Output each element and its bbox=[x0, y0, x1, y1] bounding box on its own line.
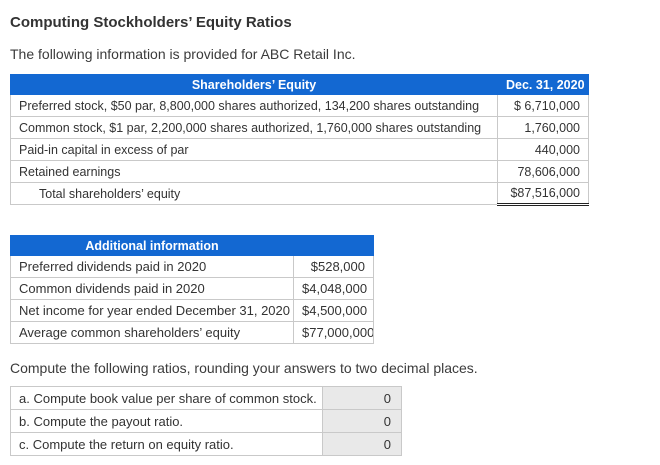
answer-question-c: c. Compute the return on equity ratio. bbox=[10, 432, 323, 456]
page-title: Computing Stockholders’ Equity Ratios bbox=[10, 14, 292, 31]
additional-row-label: Preferred dividends paid in 2020 bbox=[10, 255, 294, 278]
table-row: Common dividends paid in 2020 $4,048,000 bbox=[10, 277, 374, 300]
additional-row-label: Average common shareholders’ equity bbox=[10, 321, 294, 344]
additional-table-header-spacer bbox=[293, 235, 374, 256]
table-row: Preferred stock, $50 par, 8,800,000 shar… bbox=[10, 94, 589, 117]
additional-row-value: $528,000 bbox=[293, 255, 374, 278]
answer-input-a[interactable]: 0 bbox=[322, 386, 402, 410]
answer-input-c[interactable]: 0 bbox=[322, 432, 402, 456]
equity-row-label: Preferred stock, $50 par, 8,800,000 shar… bbox=[10, 94, 498, 117]
table-row: a. Compute book value per share of commo… bbox=[10, 386, 402, 410]
equity-row-label: Paid-in capital in excess of par bbox=[10, 138, 498, 161]
equity-row-value: 78,606,000 bbox=[497, 160, 589, 183]
table-row: Paid-in capital in excess of par 440,000 bbox=[10, 138, 589, 161]
answer-input-b[interactable]: 0 bbox=[322, 409, 402, 433]
equity-total-row: Total shareholders’ equity $87,516,000 bbox=[10, 182, 589, 206]
equity-table-date-header: Dec. 31, 2020 bbox=[497, 74, 589, 95]
equity-row-value: 1,760,000 bbox=[497, 116, 589, 139]
additional-row-value: $77,000,000 bbox=[293, 321, 374, 344]
shareholders-equity-table: Shareholders’ Equity Dec. 31, 2020 Prefe… bbox=[10, 74, 589, 206]
table-row: b. Compute the payout ratio. 0 bbox=[10, 409, 402, 433]
equity-row-value: $ 6,710,000 bbox=[497, 94, 589, 117]
table-row: Average common shareholders’ equity $77,… bbox=[10, 321, 374, 344]
equity-row-label: Common stock, $1 par, 2,200,000 shares a… bbox=[10, 116, 498, 139]
answer-question-b: b. Compute the payout ratio. bbox=[10, 409, 323, 433]
table-row: Net income for year ended December 31, 2… bbox=[10, 299, 374, 322]
intro-text: The following information is provided fo… bbox=[10, 46, 356, 62]
equity-row-label: Retained earnings bbox=[10, 160, 498, 183]
additional-row-label: Net income for year ended December 31, 2… bbox=[10, 299, 294, 322]
equity-total-value: $87,516,000 bbox=[497, 182, 589, 206]
equity-table-title: Shareholders’ Equity bbox=[10, 74, 498, 95]
equity-total-label: Total shareholders’ equity bbox=[10, 182, 498, 205]
additional-row-value: $4,048,000 bbox=[293, 277, 374, 300]
answer-question-a: a. Compute book value per share of commo… bbox=[10, 386, 323, 410]
table-row: Retained earnings 78,606,000 bbox=[10, 160, 589, 183]
additional-information-table: Additional information Preferred dividen… bbox=[10, 235, 374, 344]
additional-table-header-row: Additional information bbox=[10, 235, 374, 256]
table-row: Common stock, $1 par, 2,200,000 shares a… bbox=[10, 116, 589, 139]
additional-row-label: Common dividends paid in 2020 bbox=[10, 277, 294, 300]
equity-row-value: 440,000 bbox=[497, 138, 589, 161]
answers-table: a. Compute book value per share of commo… bbox=[10, 386, 402, 456]
additional-table-title: Additional information bbox=[10, 235, 294, 256]
table-row: Preferred dividends paid in 2020 $528,00… bbox=[10, 255, 374, 278]
equity-table-header-row: Shareholders’ Equity Dec. 31, 2020 bbox=[10, 74, 589, 95]
additional-row-value: $4,500,000 bbox=[293, 299, 374, 322]
instructions-text: Compute the following ratios, rounding y… bbox=[10, 360, 478, 376]
table-row: c. Compute the return on equity ratio. 0 bbox=[10, 432, 402, 456]
